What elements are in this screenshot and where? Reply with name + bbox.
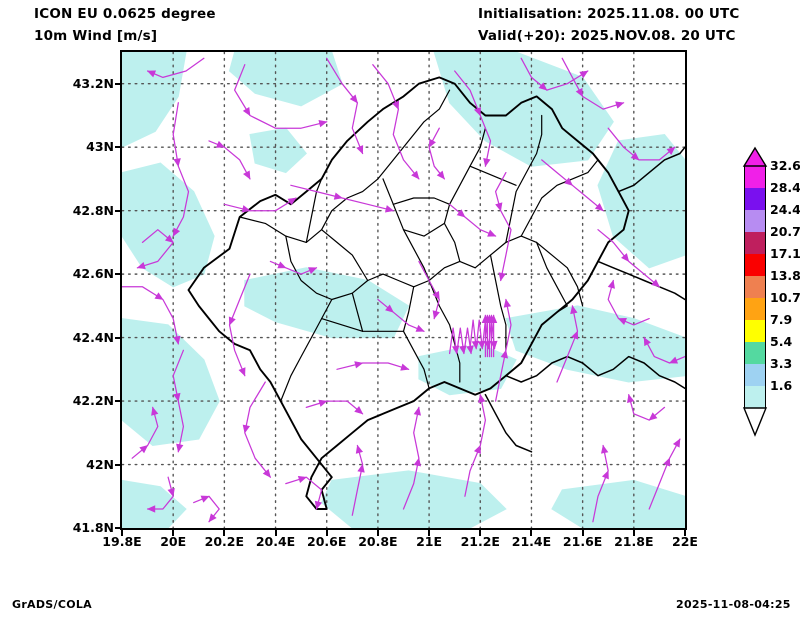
lon-tick-label: 21E — [416, 534, 443, 549]
colorbar-band — [744, 188, 766, 210]
lon-tick-mark — [274, 530, 277, 536]
lon-tick-mark — [428, 530, 431, 536]
lon-tick-mark — [223, 530, 226, 536]
lon-tick-mark — [530, 530, 533, 536]
lat-tick-label: 42.8N — [72, 202, 114, 218]
valid-time-label: Valid(+20): 2025.NOV.08. 20 UTC — [478, 28, 736, 44]
lat-tick-label: 43.2N — [72, 75, 114, 91]
lon-tick-label: 20.4E — [255, 534, 296, 549]
lat-tick-mark — [115, 527, 121, 529]
colorbar-band — [744, 320, 766, 342]
footer-timestamp: 2025-11-08-04:25 — [676, 598, 791, 611]
lat-tick-mark — [115, 400, 121, 403]
lat-tick-mark — [115, 463, 121, 466]
lon-tick-mark — [684, 530, 686, 536]
administrative-boundaries — [187, 76, 685, 510]
colorbar-tick-label: 17.1 — [770, 246, 800, 261]
colorbar-tick-label: 32.6 — [770, 158, 800, 173]
lon-tick-label: 21.8E — [614, 534, 654, 549]
map-canvas — [122, 52, 685, 528]
colorbar-band — [744, 386, 766, 408]
title-line-model: ICON EU 0.0625 degree — [34, 6, 216, 22]
lat-tick-label: 41.8N — [72, 520, 114, 535]
colorbar-tick-label: 7.9 — [770, 312, 793, 327]
lat-tick-mark — [115, 82, 121, 85]
colorbar-band — [744, 254, 766, 276]
lon-tick-label: 20.6E — [307, 534, 347, 549]
lon-tick-mark — [121, 530, 123, 536]
colorbar-band — [744, 364, 766, 386]
colorbar-tick-label: 3.3 — [770, 356, 793, 371]
lon-tick-label: 20.2E — [204, 534, 245, 549]
lat-tick-label: 42.4N — [72, 329, 114, 345]
colorbar-tick-label: 20.7 — [770, 224, 800, 239]
colorbar-band — [744, 166, 766, 188]
lon-tick-mark — [376, 530, 379, 536]
colorbar-band — [744, 342, 766, 364]
colorbar-tick-label: 24.4 — [770, 202, 800, 217]
colorbar-max-arrow-outline — [742, 146, 768, 167]
colorbar-tick-label: 1.6 — [770, 378, 793, 393]
wind-speed-shading-layer — [122, 52, 685, 528]
footer-producer: GrADS/COLA — [12, 598, 92, 611]
lat-tick-mark — [115, 209, 121, 212]
lon-tick-label: 21.4E — [511, 534, 552, 549]
lon-tick-mark — [581, 530, 584, 536]
lon-tick-mark — [632, 530, 635, 536]
initialisation-label: Initialisation: 2025.11.08. 00 UTC — [478, 6, 740, 22]
lat-tick-label: 43N — [86, 139, 114, 155]
lon-tick-label: 20E — [160, 534, 187, 549]
colorbar-tick-label: 13.8 — [770, 268, 800, 283]
map-plot-area — [120, 50, 687, 530]
lat-tick-label: 42.2N — [72, 393, 114, 409]
colorbar-band — [744, 232, 766, 254]
lat-tick-mark — [115, 146, 121, 149]
lon-tick-label: 20.8E — [358, 534, 398, 549]
lon-tick-mark — [325, 530, 328, 536]
colorbar-tick-label: 28.4 — [770, 180, 800, 195]
lon-tick-label: 21.2E — [460, 534, 500, 549]
lat-tick-mark — [115, 273, 121, 276]
lon-tick-label: 22E — [672, 534, 698, 549]
lon-tick-mark — [172, 530, 175, 536]
colorbar-min-arrow-outline — [742, 407, 768, 437]
colorbar-band — [744, 210, 766, 232]
lon-tick-label: 21.6E — [562, 534, 603, 549]
colorbar-band — [744, 276, 766, 298]
colorbar-tick-label: 5.4 — [770, 334, 793, 349]
lon-tick-label: 19.8E — [102, 534, 142, 549]
lat-tick-label: 42.6N — [72, 266, 114, 282]
colorbar-band — [744, 298, 766, 320]
lat-tick-mark — [115, 336, 121, 339]
title-line-variable: 10m Wind [m/s] — [34, 28, 158, 44]
colorbar-tick-label: 10.7 — [770, 290, 800, 305]
colorbar-legend: 32.6 28.4 24.4 20.7 17.1 13.8 10.7 7.9 5.4 3.3 1.6 — [742, 146, 800, 437]
wind-vector-layer — [122, 57, 685, 523]
lat-tick-label: 42N — [86, 456, 114, 472]
lon-tick-mark — [479, 530, 482, 536]
